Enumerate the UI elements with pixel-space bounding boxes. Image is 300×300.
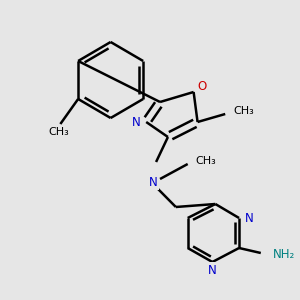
Text: NH₂: NH₂ — [273, 248, 295, 262]
Text: N: N — [132, 116, 141, 128]
Text: CH₃: CH₃ — [196, 156, 216, 166]
Text: CH₃: CH₃ — [233, 106, 254, 116]
Text: O: O — [197, 80, 206, 94]
Text: N: N — [244, 212, 253, 224]
Text: CH₃: CH₃ — [48, 127, 69, 137]
Text: N: N — [208, 263, 217, 277]
Text: N: N — [149, 176, 158, 188]
